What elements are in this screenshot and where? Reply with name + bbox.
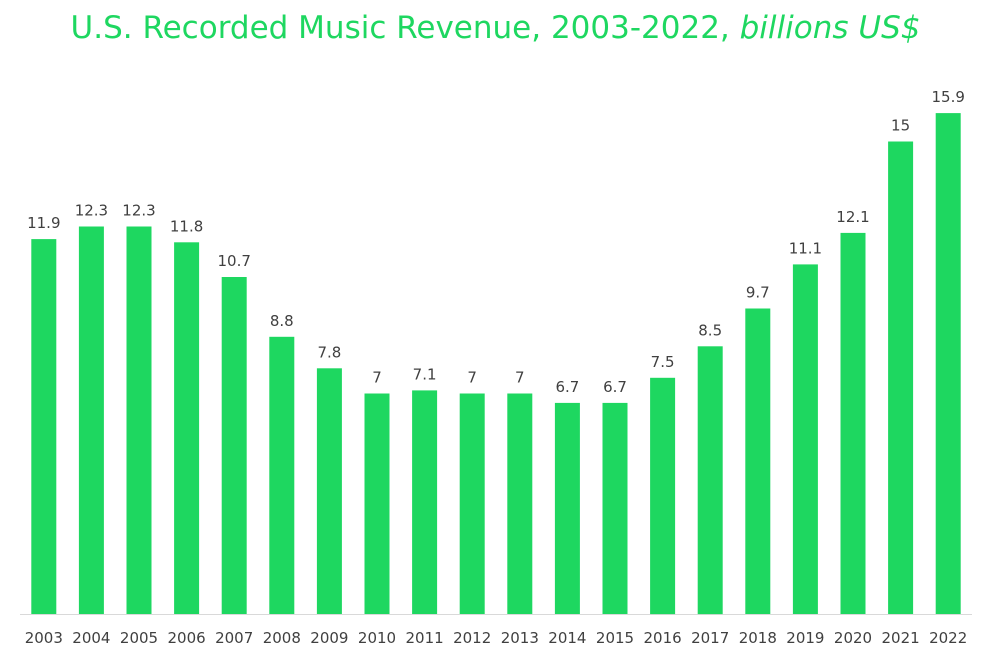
x-tick-label-2015: 2015: [596, 629, 634, 647]
bar-2011: [412, 390, 438, 614]
data-label-2020: 12.1: [836, 208, 869, 226]
bar-2018: [745, 308, 771, 614]
bar-2008: [269, 336, 295, 614]
data-label-2019: 11.1: [789, 239, 822, 257]
x-tick-label-2003: 2003: [25, 629, 63, 647]
x-tick-label-2011: 2011: [406, 629, 444, 647]
data-label-2012: 7: [467, 369, 477, 387]
bar-2020: [840, 232, 866, 614]
x-tick-label-2014: 2014: [548, 629, 586, 647]
data-label-2006: 11.8: [170, 217, 203, 235]
bar-2003: [31, 239, 57, 614]
bar-2007: [221, 277, 247, 614]
bar-2004: [78, 226, 104, 614]
data-label-2013: 7: [515, 369, 525, 387]
bar-2005: [126, 226, 152, 614]
x-tick-label-2016: 2016: [644, 629, 682, 647]
bar-2015: [602, 402, 628, 614]
data-label-2007: 10.7: [217, 252, 250, 270]
x-tick-label-2013: 2013: [501, 629, 539, 647]
x-tick-label-2022: 2022: [929, 629, 967, 647]
chart-subtitle: billions US$: [739, 10, 921, 46]
x-tick-label-2010: 2010: [358, 629, 396, 647]
x-tick-label-2019: 2019: [786, 629, 824, 647]
data-label-2005: 12.3: [122, 202, 155, 220]
x-tick-label-2017: 2017: [691, 629, 729, 647]
bar-2006: [174, 242, 200, 615]
bar-2021: [888, 141, 914, 614]
bar-2022: [935, 113, 961, 614]
x-tick-label-2018: 2018: [739, 629, 777, 647]
x-tick-label-2004: 2004: [72, 629, 110, 647]
bar-2014: [554, 402, 580, 614]
data-label-2009: 7.8: [317, 343, 341, 361]
x-tick-label-2006: 2006: [168, 629, 206, 647]
data-label-2015: 6.7: [603, 378, 627, 396]
x-tick-label-2008: 2008: [263, 629, 301, 647]
bar-2009: [316, 368, 342, 614]
x-tick-label-2021: 2021: [882, 629, 920, 647]
data-label-2021: 15: [891, 117, 910, 135]
x-tick-label-2020: 2020: [834, 629, 872, 647]
data-label-2010: 7: [372, 369, 382, 387]
bar-2013: [507, 393, 533, 614]
data-label-2008: 8.8: [270, 312, 294, 330]
data-label-2022: 15.9: [931, 88, 964, 106]
bar-2019: [792, 264, 818, 614]
chart-title-main: U.S. Recorded Music Revenue, 2003-2022,: [70, 10, 730, 46]
chart-title: U.S. Recorded Music Revenue, 2003-2022, …: [0, 10, 991, 46]
data-label-2004: 12.3: [75, 202, 108, 220]
x-tick-label-2009: 2009: [310, 629, 348, 647]
bar-2010: [364, 393, 390, 614]
x-tick-label-2012: 2012: [453, 629, 491, 647]
data-label-2017: 8.5: [698, 321, 722, 339]
x-tick-label-2005: 2005: [120, 629, 158, 647]
data-label-2016: 7.5: [651, 353, 675, 371]
bar-2012: [459, 393, 485, 614]
data-label-2018: 9.7: [746, 284, 770, 302]
x-tick-label-2007: 2007: [215, 629, 253, 647]
data-label-2014: 6.7: [555, 378, 579, 396]
bar-2017: [697, 346, 723, 615]
data-label-2003: 11.9: [27, 214, 60, 232]
bar-2016: [650, 377, 676, 615]
data-label-2011: 7.1: [413, 365, 437, 383]
